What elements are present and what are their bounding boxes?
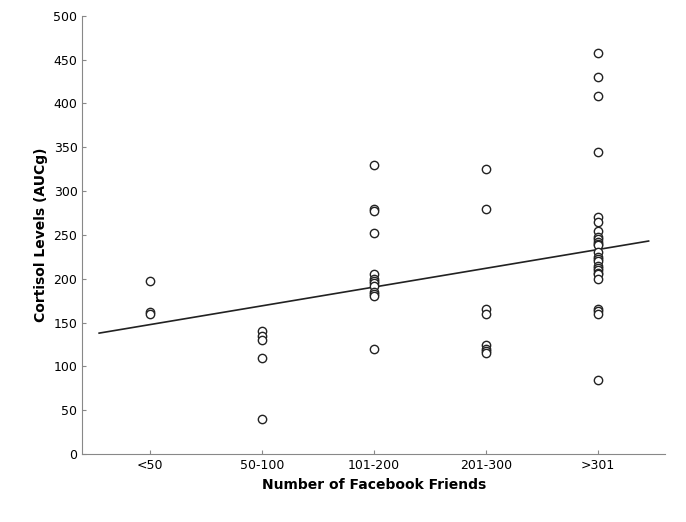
X-axis label: Number of Facebook Friends: Number of Facebook Friends: [262, 478, 486, 492]
Y-axis label: Cortisol Levels (AUCg): Cortisol Levels (AUCg): [34, 148, 48, 322]
